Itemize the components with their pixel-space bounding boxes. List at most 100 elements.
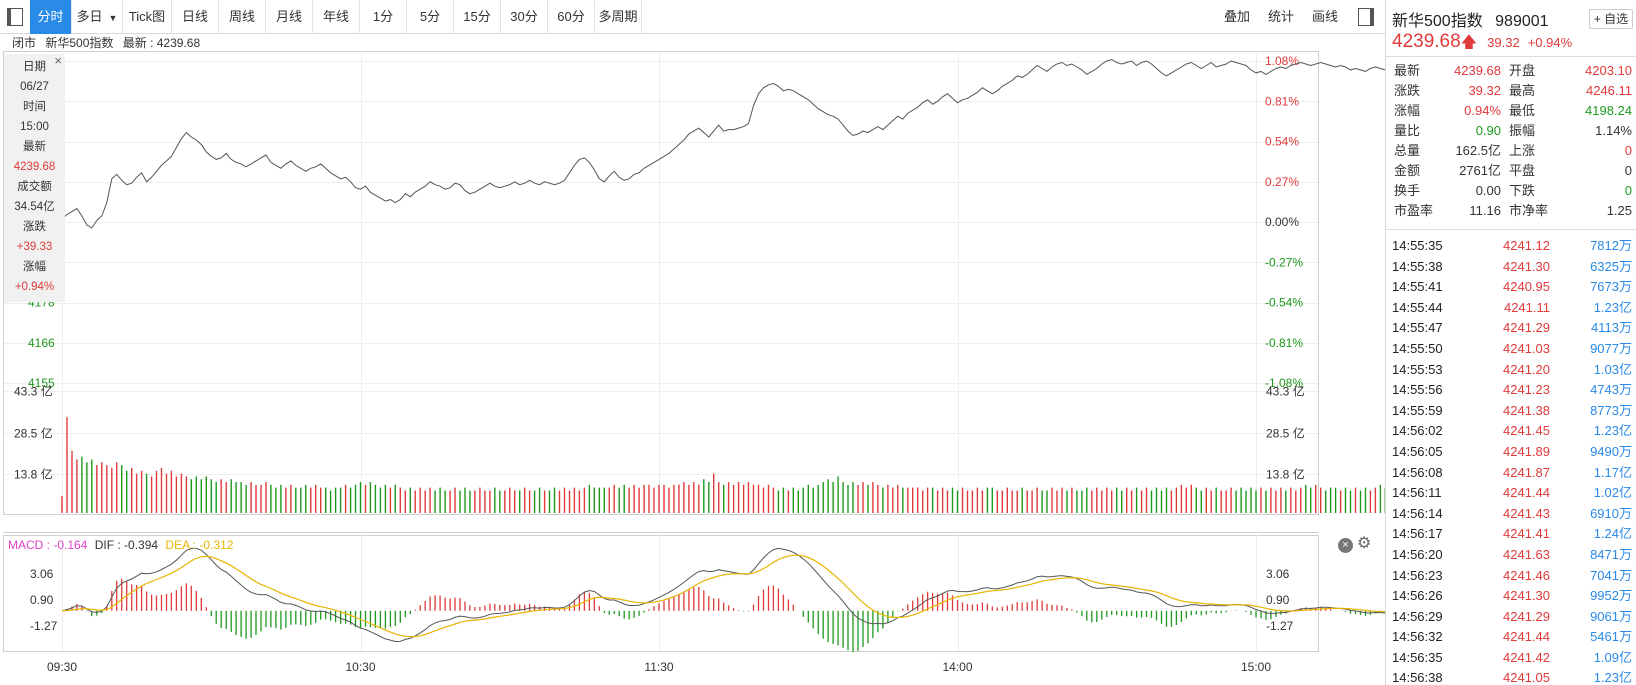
quote-row: 涨幅 0.94% 最低 4198.24	[1394, 101, 1632, 121]
tick-row: 14:56:02 4241.45 1.23亿	[1392, 421, 1632, 442]
popup-row: 涨跌	[23, 221, 46, 233]
pct-tick-label: -0.54%	[1265, 296, 1303, 310]
tick-row: 14:56:17 4241.41 1.24亿	[1392, 524, 1632, 545]
tick-time: 14:56:14	[1392, 505, 1443, 521]
tick-price: 4241.41	[1503, 526, 1550, 542]
volume-tick-label: 28.5 亿	[1266, 426, 1305, 441]
tab-label: 年线	[322, 9, 349, 24]
tick-time: 14:56:26	[1392, 588, 1443, 604]
tab-label: 分时	[37, 9, 64, 24]
tick-time: 14:56:32	[1392, 629, 1443, 645]
tick-price: 4241.46	[1503, 567, 1550, 583]
time-axis-label: 14:00	[942, 660, 972, 674]
tick-time: 14:56:20	[1392, 546, 1443, 562]
quote-k2: 振幅	[1509, 123, 1536, 138]
tab-label: 60分	[557, 9, 585, 24]
add-favorite-button[interactable]: + 自选	[1589, 9, 1633, 29]
macd-settings-gear-icon[interactable]: ⚙	[1357, 535, 1372, 552]
dea-line	[61, 554, 1385, 638]
tick-vol: 6325万	[1590, 258, 1632, 274]
tick-vol: 9077万	[1590, 340, 1632, 356]
quote-v: 0.94%	[1464, 103, 1501, 118]
time-axis-label: 11:30	[644, 660, 673, 674]
tick-time: 14:55:44	[1392, 299, 1443, 315]
tab-5[interactable]: 月线	[266, 0, 313, 34]
quote-k2: 下跌	[1509, 183, 1536, 198]
right-panel-toggle-icon[interactable]	[1358, 8, 1374, 26]
tick-row: 14:56:23 4241.46 7041万	[1392, 566, 1632, 587]
quote-row: 市盈率 11.16 市净率 1.25	[1394, 201, 1632, 221]
tab-0[interactable]: 分时	[30, 0, 72, 34]
intraday-chart[interactable]: 1.08% 0.81% 0.54% 0.27% 0.00% -0.27% -0.54% -0.…	[0, 34, 1385, 685]
popup-row: +39.33	[16, 241, 53, 253]
tab-6[interactable]: 年线	[313, 0, 360, 34]
tab-label: 日线	[181, 9, 208, 24]
quote-v: 0.90	[1475, 123, 1501, 138]
quote-price-line: 4239.68🡅 39.32 +0.94%	[1392, 31, 1580, 58]
popup-close-icon[interactable]: ×	[54, 53, 62, 68]
quote-v: 11.16	[1469, 203, 1501, 218]
left-panel-toggle-icon[interactable]	[7, 8, 23, 26]
price-tick-label: 4155	[28, 376, 55, 390]
tick-row: 14:56:38 4241.05 1.23亿	[1392, 668, 1632, 685]
tab-4[interactable]: 周线	[219, 0, 266, 34]
tick-time: 14:55:35	[1392, 238, 1443, 253]
tick-row: 14:56:29 4241.29 9061万	[1392, 607, 1632, 628]
popup-row: 涨幅	[23, 261, 46, 273]
tick-price: 4241.20	[1503, 361, 1550, 377]
popup-row: 15:00	[20, 121, 49, 133]
tick-time: 14:56:08	[1392, 464, 1443, 480]
tab-7[interactable]: 1分	[360, 0, 407, 34]
quote-row: 量比 0.90 振幅 1.14%	[1394, 121, 1632, 141]
tab-1[interactable]: 多日 ▼	[72, 0, 123, 34]
tick-vol: 1.09亿	[1593, 649, 1632, 665]
pct-tick-label: -0.27%	[1265, 255, 1303, 269]
tab-8[interactable]: 5分	[407, 0, 454, 34]
quote-price: 4239.68	[1392, 31, 1461, 52]
volume-tick-label: 13.8 亿	[1266, 467, 1305, 482]
tab-label: 1分	[372, 9, 394, 24]
tick-price: 4241.05	[1503, 670, 1550, 685]
tab-3[interactable]: 日线	[172, 0, 219, 34]
popup-row: 34.54亿	[14, 201, 55, 213]
tab-12[interactable]: 多周期	[595, 0, 642, 34]
tab-2[interactable]: Tick图	[123, 0, 172, 34]
tool-button-1[interactable]: 统计	[1267, 9, 1294, 24]
quote-v2: 0	[1624, 163, 1632, 178]
tick-vol: 1.02亿	[1593, 485, 1632, 501]
crosshair-info-popup: × 日期 06/27 时间 15:00 最新 4239.68 成交额 34.54亿 涨跌 +39.…	[4, 54, 65, 302]
quote-change: 39.32	[1487, 35, 1520, 50]
tool-button-2[interactable]: 画线	[1311, 9, 1338, 24]
tab-label: 30分	[510, 9, 538, 24]
tick-vol: 9952万	[1590, 588, 1632, 604]
macd-tick-label: 0.90	[1266, 593, 1290, 607]
quote-k: 金额	[1394, 163, 1421, 178]
quote-row: 换手 0.00 下跌 0	[1394, 181, 1632, 201]
price-tick-label: 4166	[28, 336, 55, 350]
tab-label: Tick图	[128, 9, 166, 24]
tick-vol: 5461万	[1590, 629, 1632, 645]
tick-price: 4241.11	[1503, 299, 1550, 315]
tick-row: 14:56:08 4241.87 1.17亿	[1392, 463, 1632, 484]
macd-close-icon[interactable]: ×	[1338, 538, 1353, 553]
tab-label: 15分	[463, 9, 491, 24]
dropdown-caret-icon: ▼	[108, 13, 118, 23]
tick-price: 4241.89	[1503, 443, 1550, 459]
macd-tick-label: -1.27	[1266, 619, 1294, 633]
quote-k: 量比	[1394, 123, 1421, 138]
tab-10[interactable]: 30分	[501, 0, 548, 34]
quote-v: 39.32	[1468, 83, 1501, 98]
volume-tick-label: 13.8 亿	[14, 467, 53, 482]
tab-11[interactable]: 60分	[548, 0, 595, 34]
tick-list[interactable]: 14:55:35 4241.12 7812万 14:55:38 4241.30 6325万…	[1392, 236, 1632, 685]
index-name: 新华500指数	[45, 36, 114, 50]
quote-title: 新华500指数 989001	[1392, 7, 1557, 31]
tab-label: 多日	[76, 9, 103, 24]
quote-k: 涨跌	[1394, 83, 1421, 98]
tool-button-0[interactable]: 叠加	[1223, 9, 1250, 24]
tab-9[interactable]: 15分	[454, 0, 501, 34]
tick-row: 14:56:26 4241.30 9952万	[1392, 586, 1632, 607]
tick-vol: 7041万	[1590, 567, 1632, 583]
tick-row: 14:56:14 4241.43 6910万	[1392, 504, 1632, 525]
pct-tick-label: 1.08%	[1265, 54, 1299, 68]
